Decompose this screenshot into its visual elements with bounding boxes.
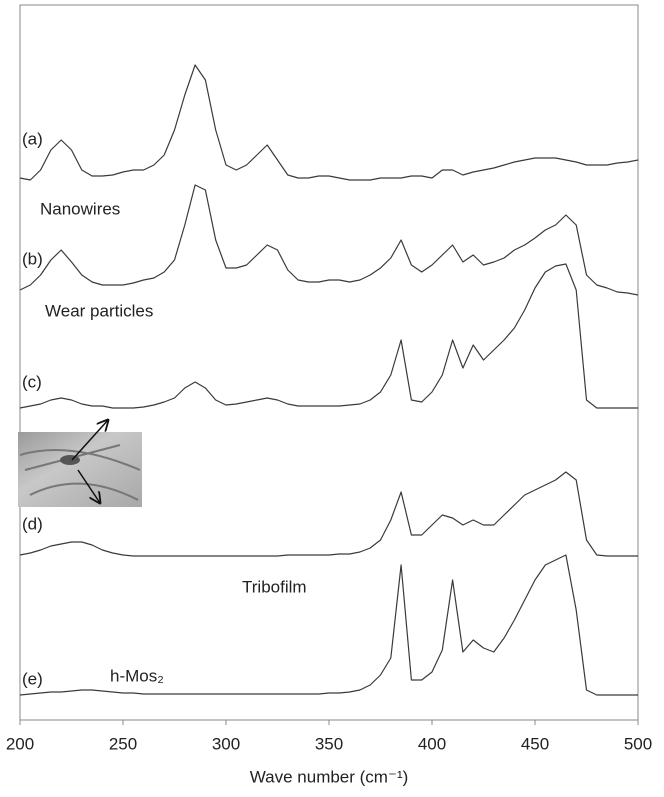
- spectrum-line: [19, 263, 638, 409]
- series-label: (b): [22, 249, 43, 268]
- inset-photo: [18, 432, 142, 507]
- x-axis-label: Wave number (cm⁻¹): [250, 767, 409, 786]
- arrow: [77, 469, 100, 503]
- spectrum-line: [19, 64, 639, 181]
- series-caption: Nanowires: [40, 199, 120, 218]
- series-label: (d): [22, 514, 43, 533]
- x-tick-label: 350: [315, 734, 343, 753]
- spectrum-line: [19, 184, 639, 296]
- series-caption: Tribofilm: [242, 577, 307, 596]
- series-caption: Wear particles: [45, 301, 153, 320]
- series-caption: h-Mos₂: [110, 666, 164, 685]
- plot-frame: [19, 4, 639, 721]
- x-tick-label: 400: [418, 734, 446, 753]
- x-tick-label: 450: [521, 734, 549, 753]
- x-tick-label: 250: [109, 734, 137, 753]
- series-label: (c): [22, 372, 42, 391]
- x-tick-label: 200: [6, 734, 34, 753]
- spectrum-line: [19, 471, 638, 557]
- arrow: [71, 420, 108, 461]
- x-tick-label: 300: [212, 734, 240, 753]
- series-label: (e): [22, 669, 43, 688]
- x-tick-label: 500: [624, 734, 652, 753]
- series-label: (a): [22, 129, 43, 148]
- spectrum-line: [19, 554, 638, 696]
